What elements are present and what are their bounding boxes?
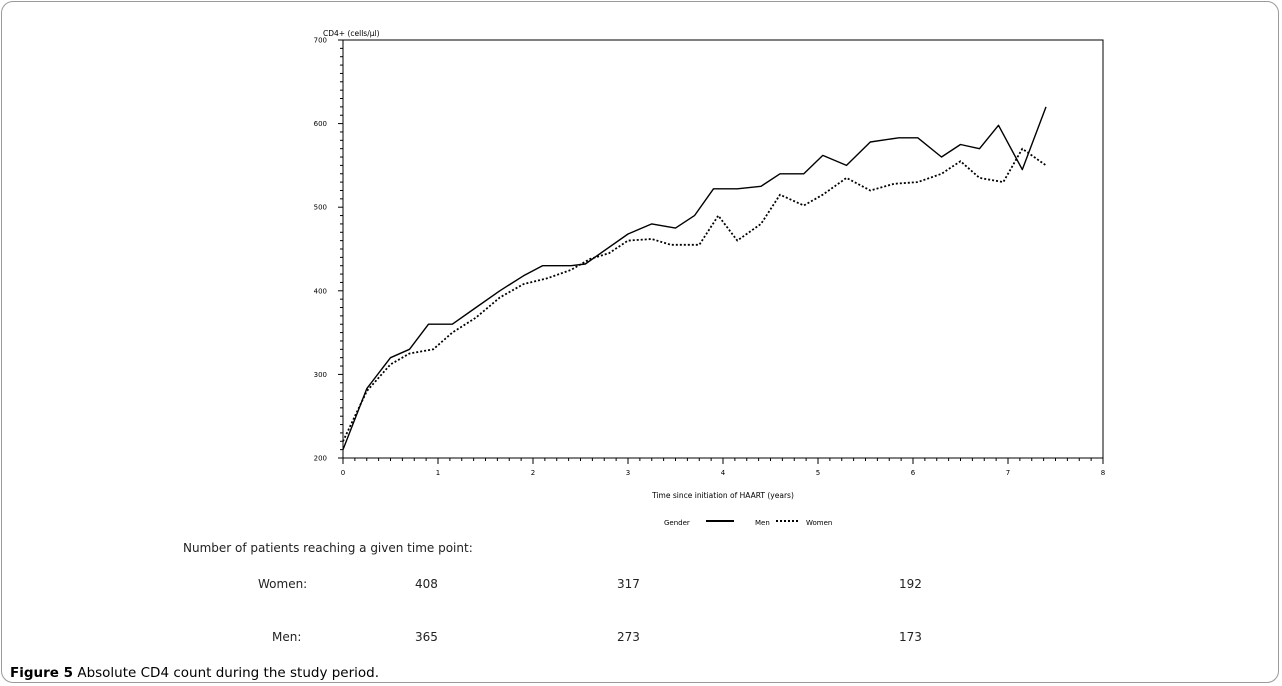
table-cell-women-3: 192 xyxy=(899,577,922,591)
y-tick-label: 400 xyxy=(314,287,327,295)
x-tick-label: 2 xyxy=(531,469,535,477)
figure-caption: Figure 5 Absolute CD4 count during the s… xyxy=(10,665,379,681)
legend: Gender Men Women xyxy=(664,519,832,527)
y-tick-label: 300 xyxy=(314,371,327,379)
series-line-women xyxy=(342,147,1047,442)
table-cell-women-1: 408 xyxy=(415,577,438,591)
x-tick-label: 4 xyxy=(721,469,726,477)
ticks-layer: 200 300 400 500 600 700 0 1 2 3 4 5 6 7 8 xyxy=(314,37,1106,478)
x-tick-label: 6 xyxy=(911,469,916,477)
series-line-men xyxy=(342,106,1047,450)
plot-frame xyxy=(342,39,1104,459)
y-tick-label: 700 xyxy=(314,37,327,45)
legend-title: Gender xyxy=(664,519,690,527)
y-tick-label: 200 xyxy=(314,455,327,463)
table-row-label-women: Women: xyxy=(258,577,308,591)
y-tick-label: 600 xyxy=(314,120,327,128)
y-tick-label: 500 xyxy=(314,204,327,212)
x-tick-label: 8 xyxy=(1101,469,1105,477)
table-title: Number of patients reaching a given time… xyxy=(183,541,473,555)
x-tick-label: 0 xyxy=(341,469,345,477)
series-layer xyxy=(342,106,1047,450)
x-tick-label: 5 xyxy=(816,469,820,477)
x-axis-title: Time since initiation of HAART (years) xyxy=(651,491,794,500)
table-cell-men-1: 365 xyxy=(415,630,438,644)
table-row-label-men: Men: xyxy=(272,630,302,644)
x-tick-label: 3 xyxy=(626,469,630,477)
y-axis-title: CD4+ (cells/µl) xyxy=(323,29,380,38)
x-tick-label: 1 xyxy=(436,469,440,477)
legend-label-men: Men xyxy=(755,519,770,527)
caption-label: Figure 5 xyxy=(10,665,74,681)
table-cell-men-3: 173 xyxy=(899,630,922,644)
caption-text: Absolute CD4 count during the study peri… xyxy=(77,665,380,681)
axes-layer xyxy=(342,39,1104,459)
table-cell-men-2: 273 xyxy=(617,630,640,644)
table-cell-women-2: 317 xyxy=(617,577,640,591)
legend-label-women: Women xyxy=(806,519,832,527)
x-tick-label: 7 xyxy=(1006,469,1010,477)
